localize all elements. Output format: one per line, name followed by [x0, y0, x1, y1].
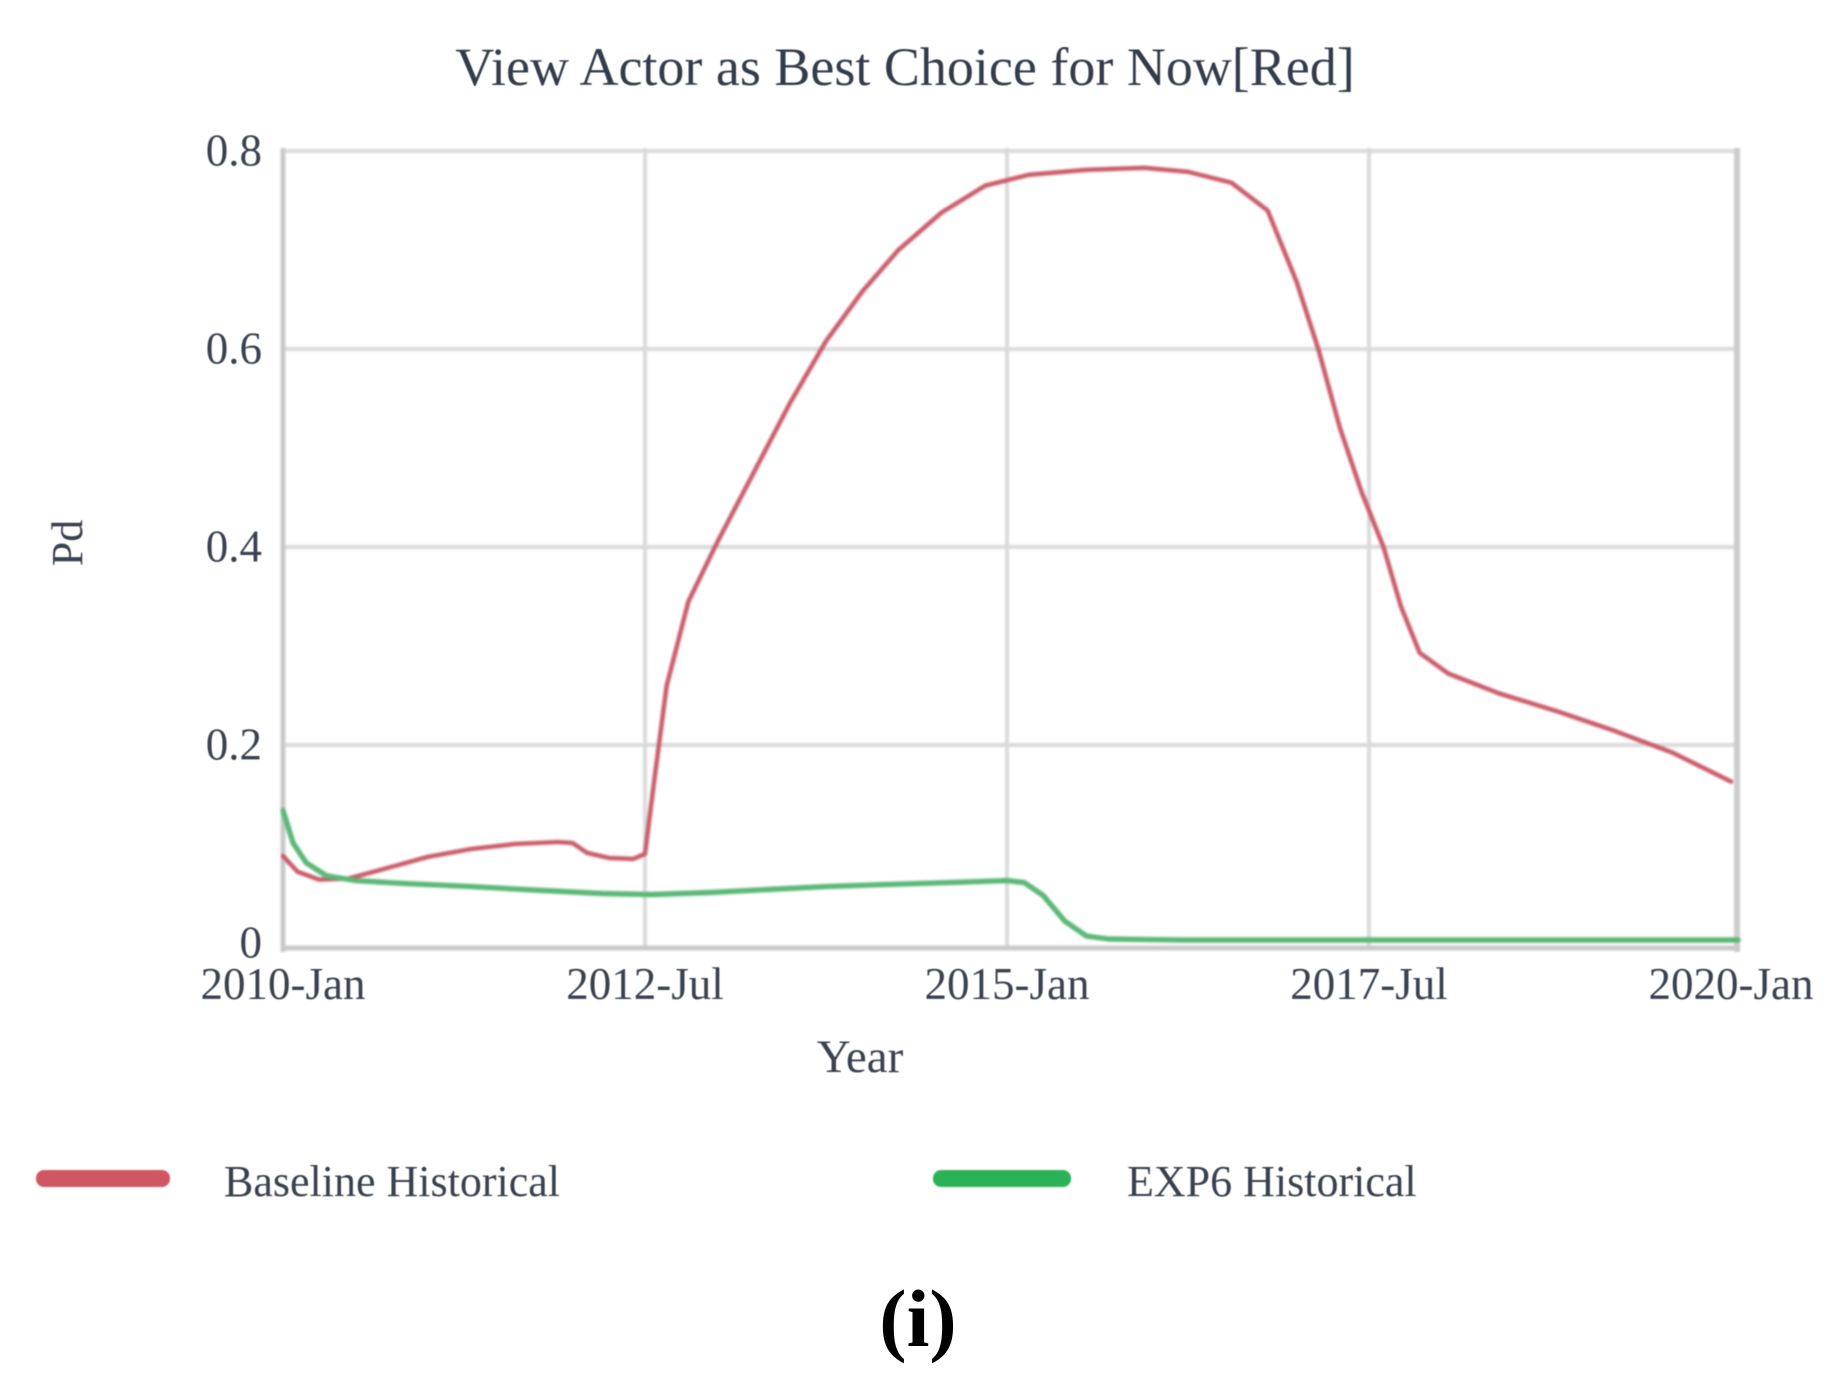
legend-swatch-exp6-green-line	[933, 1170, 1071, 1187]
legend-label-exp6: EXP6 Historical	[1127, 1157, 1417, 1206]
x-tick-label-2010-Jan: 2010-Jan	[200, 959, 366, 1009]
legend-swatch-baseline-red-line	[36, 1170, 170, 1187]
y-tick-label-0: 0	[239, 917, 263, 968]
x-tick-label-2012-Jul: 2012-Jul	[566, 959, 724, 1009]
chart-title: View Actor as Best Choice for Now[Red]	[455, 37, 1355, 97]
x-tick-label-2015-Jan: 2015-Jan	[924, 959, 1090, 1009]
subfigure-caption: (i)	[879, 1273, 957, 1364]
y-tick-label-0.8: 0.8	[205, 125, 262, 176]
legend-label-baseline: Baseline Historical	[224, 1157, 561, 1206]
x-axis-label: Year	[816, 1031, 904, 1083]
y-tick-label-0.2: 0.2	[205, 719, 262, 770]
x-tick-label-2017-Jul: 2017-Jul	[1290, 959, 1448, 1009]
x-tick-label-2020-Jan: 2020-Jan	[1648, 959, 1814, 1009]
y-tick-label-0.4: 0.4	[205, 521, 262, 572]
y-tick-label-0.6: 0.6	[205, 323, 262, 374]
series-line-exp6-historical	[280, 807, 1741, 943]
series-line-baseline-historical	[280, 165, 1734, 882]
